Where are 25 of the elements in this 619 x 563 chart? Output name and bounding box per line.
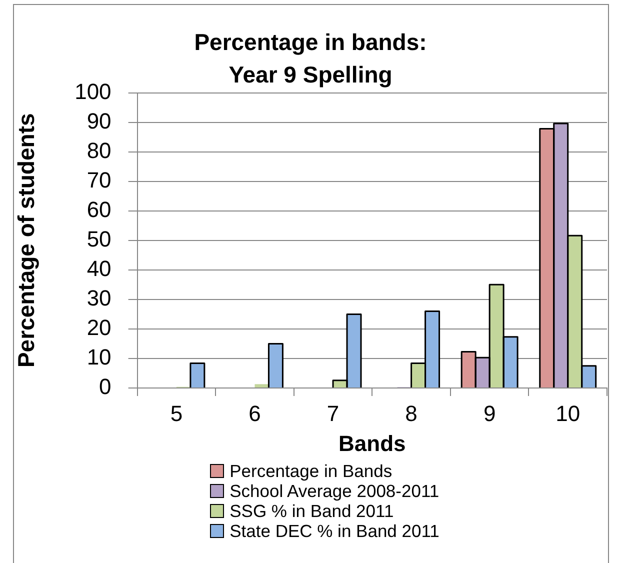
x-tick-label: 7 — [326, 401, 340, 426]
bar — [254, 384, 269, 388]
y-tick-label: 70 — [86, 167, 112, 192]
y-tick-label: 0 — [99, 374, 112, 400]
x-axis-title: Bands — [338, 431, 406, 456]
x-tick-label: 9 — [483, 401, 496, 426]
y-tick-label: 40 — [86, 256, 112, 281]
legend-label: School Average 2008-2011 — [230, 480, 440, 502]
y-tick-label: 80 — [86, 138, 112, 163]
x-tick-label: 10 — [556, 401, 580, 426]
y-tick-label: 50 — [86, 226, 112, 252]
y-tick-label: 10 — [86, 344, 112, 370]
chart-title: Percentage in bands: Year 9 Spelling — [194, 28, 427, 88]
y-tick-label: 30 — [86, 285, 112, 310]
y-tick-label: 100 — [74, 78, 112, 104]
x-tick-label: 5 — [170, 401, 183, 426]
legend-label: State DEC % in Band 2011 — [230, 520, 440, 542]
y-tick-label: 20 — [86, 315, 112, 340]
legend-label: Percentage in Bands — [230, 460, 392, 482]
y-tick-label: 60 — [86, 196, 112, 222]
x-tick-label: 8 — [405, 401, 418, 426]
y-tick-label: 90 — [86, 108, 112, 134]
x-tick-label: 6 — [248, 401, 261, 426]
legend-label: SSG % in Band 2011 — [230, 500, 394, 522]
y-axis-title: Percentage of students — [13, 113, 40, 368]
